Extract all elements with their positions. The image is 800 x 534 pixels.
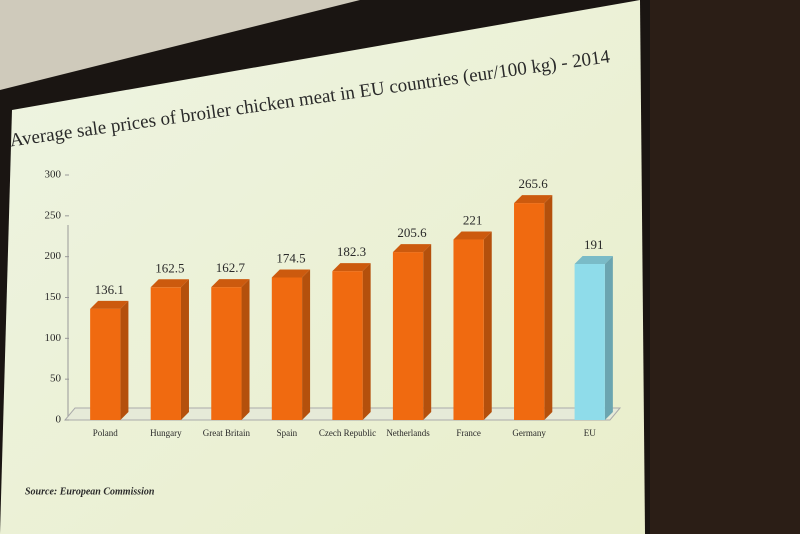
value-label: 265.6 — [519, 176, 549, 191]
x-tick-label: Netherlands — [386, 428, 430, 438]
value-label: 205.6 — [397, 225, 427, 240]
bar-top — [90, 300, 129, 309]
y-tick-label: 200 — [45, 250, 62, 262]
bar-side — [362, 263, 371, 420]
value-label: 182.3 — [337, 244, 366, 259]
x-tick-label: Hungary — [150, 428, 182, 438]
bar-side — [544, 195, 553, 420]
bar-top — [332, 263, 371, 272]
x-tick-label: Poland — [93, 428, 119, 438]
value-label: 191 — [584, 237, 604, 252]
bar-side — [604, 256, 613, 420]
bar — [271, 277, 303, 420]
value-label: 162.5 — [155, 260, 184, 275]
bar — [574, 264, 605, 420]
bar — [150, 287, 181, 420]
x-tick-label: EU — [584, 428, 596, 438]
x-tick-label: Czech Republic — [319, 428, 376, 438]
y-tick-label: 100 — [45, 332, 62, 344]
y-tick-label: 0 — [56, 414, 62, 426]
y-tick-label: 250 — [45, 209, 62, 221]
value-label: 162.7 — [216, 260, 246, 275]
bar-top — [453, 231, 492, 240]
x-tick-label: Germany — [512, 428, 546, 438]
y-tick-label: 150 — [45, 291, 62, 303]
bar-side — [241, 279, 250, 420]
bar-side — [180, 279, 189, 420]
bar-top — [574, 256, 613, 265]
bar — [392, 252, 424, 420]
bar — [211, 287, 242, 420]
bar-side — [302, 269, 311, 420]
bar-side — [423, 244, 432, 420]
value-label: 136.1 — [95, 282, 124, 297]
bar — [90, 308, 121, 420]
bar-side — [120, 300, 129, 420]
bar-top — [392, 244, 432, 253]
source-note: Source: European Commission — [25, 486, 155, 497]
bar-top — [150, 279, 189, 288]
bar-top — [211, 279, 250, 288]
value-label: 174.5 — [276, 250, 305, 265]
value-label: 221 — [463, 213, 483, 228]
y-tick-label: 50 — [50, 373, 62, 385]
bar — [453, 239, 484, 420]
bar — [332, 271, 363, 420]
bar-side — [483, 231, 492, 420]
x-tick-label: Spain — [277, 428, 298, 438]
x-tick-label: France — [456, 428, 481, 438]
curtain — [650, 0, 800, 534]
x-tick-label: Great Britain — [203, 428, 251, 438]
bar-top — [271, 269, 311, 278]
bar-top — [514, 195, 553, 204]
ceiling — [0, 0, 360, 90]
bar — [514, 203, 545, 420]
y-tick-label: 300 — [45, 169, 62, 181]
